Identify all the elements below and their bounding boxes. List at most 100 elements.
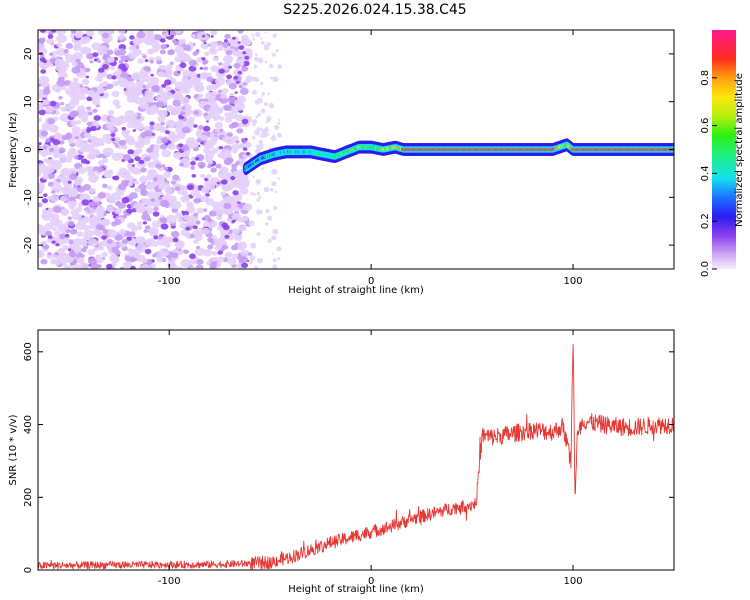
noise-blob	[73, 179, 82, 186]
colorbar-ticks: 0.0 0.2 0.4 0.6 0.8	[700, 70, 717, 277]
noise-blob	[135, 141, 144, 149]
noise-blob	[130, 167, 138, 174]
noise-blob	[123, 261, 132, 269]
noise-blob	[244, 39, 252, 46]
noise-blob	[40, 30, 46, 33]
noise-blob	[118, 183, 127, 191]
noise-blob	[137, 58, 144, 64]
noise-blob	[214, 128, 220, 133]
noise-blob	[85, 165, 94, 173]
noise-blob	[150, 39, 160, 48]
noise-blob	[223, 195, 234, 204]
noise-blob	[149, 76, 160, 85]
noise-blob	[38, 83, 42, 88]
noise-blob	[259, 37, 263, 40]
noise-blob	[169, 264, 178, 269]
noise-blob	[135, 148, 143, 154]
colorbar-tick-label: 0.2	[700, 213, 711, 229]
noise-blob	[166, 214, 177, 224]
noise-blob	[211, 136, 219, 142]
noise-blob	[160, 38, 166, 43]
noise-blob	[271, 52, 276, 57]
noise-blob	[181, 126, 191, 134]
noise-blob	[193, 212, 199, 217]
noise-blob	[122, 214, 128, 219]
noise-blob	[196, 245, 200, 249]
noise-blob	[202, 248, 213, 257]
noise-blob	[157, 257, 164, 263]
noise-blob	[263, 102, 268, 107]
noise-blob	[160, 121, 165, 126]
noise-blob	[133, 180, 139, 185]
noise-blob	[250, 192, 253, 195]
noise-blob	[101, 251, 108, 257]
snr-x-label: Height of straight line (km)	[288, 584, 424, 595]
noise-blob	[216, 40, 223, 45]
noise-blob	[67, 188, 78, 197]
noise-blob	[67, 200, 77, 208]
noise-blob	[228, 65, 233, 69]
noise-blob	[145, 238, 156, 247]
noise-blob	[253, 56, 259, 62]
noise-blob	[58, 147, 66, 154]
noise-blob	[198, 125, 204, 130]
noise-blob	[71, 30, 76, 34]
noise-blob	[67, 248, 72, 252]
noise-blob	[51, 183, 63, 193]
noise-blob	[162, 195, 169, 201]
noise-blob	[270, 187, 274, 192]
noise-blob	[43, 158, 49, 163]
noise-blob	[152, 211, 160, 217]
noise-blob	[115, 104, 121, 109]
noise-blob	[56, 79, 66, 87]
noise-blob	[39, 75, 50, 84]
noise-blob	[150, 73, 154, 77]
noise-blob	[114, 144, 119, 148]
noise-blob	[183, 214, 190, 220]
noise-blob	[144, 248, 152, 255]
noise-blob	[38, 95, 43, 100]
noise-blob	[88, 207, 94, 212]
noise-blob	[156, 60, 162, 65]
noise-blob	[42, 174, 49, 180]
noise-blob	[238, 45, 245, 50]
noise-blob	[227, 257, 237, 266]
noise-blob	[255, 178, 261, 185]
noise-blob	[149, 121, 155, 126]
noise-blob	[148, 151, 160, 160]
noise-blob	[167, 49, 175, 56]
noise-blob	[90, 262, 99, 269]
colorbar-label: Normalized spectral amplitude	[734, 73, 745, 227]
noise-blob	[158, 94, 169, 103]
snr-panel: -100 0 100 600 400 200 0 Height of straight l…	[8, 329, 675, 595]
noise-blob	[63, 265, 71, 269]
noise-blob	[189, 140, 199, 149]
noise-blob	[111, 137, 116, 142]
noise-blob	[138, 159, 145, 165]
noise-blob	[157, 235, 163, 240]
noise-blob	[164, 85, 172, 92]
noise-blob	[49, 52, 54, 56]
noise-blob	[109, 116, 117, 122]
noise-blob	[144, 89, 155, 98]
noise-blob	[252, 38, 256, 41]
noise-blob	[87, 249, 95, 256]
noise-blob	[111, 221, 118, 227]
noise-blob	[42, 145, 48, 150]
noise-blob	[40, 231, 47, 236]
noise-blob	[114, 207, 122, 215]
noise-blob	[49, 100, 57, 107]
noise-blob	[86, 96, 93, 102]
noise-blob	[181, 145, 190, 152]
noise-blob	[62, 189, 69, 195]
noise-blob	[258, 196, 262, 199]
noise-blob	[118, 139, 127, 146]
noise-blob	[122, 154, 132, 161]
noise-blob	[107, 109, 115, 116]
noise-blob	[239, 187, 249, 195]
noise-blob	[139, 175, 149, 183]
noise-blob	[44, 216, 50, 221]
noise-blob	[174, 45, 185, 54]
noise-blob	[201, 186, 210, 194]
noise-blob	[142, 84, 147, 89]
